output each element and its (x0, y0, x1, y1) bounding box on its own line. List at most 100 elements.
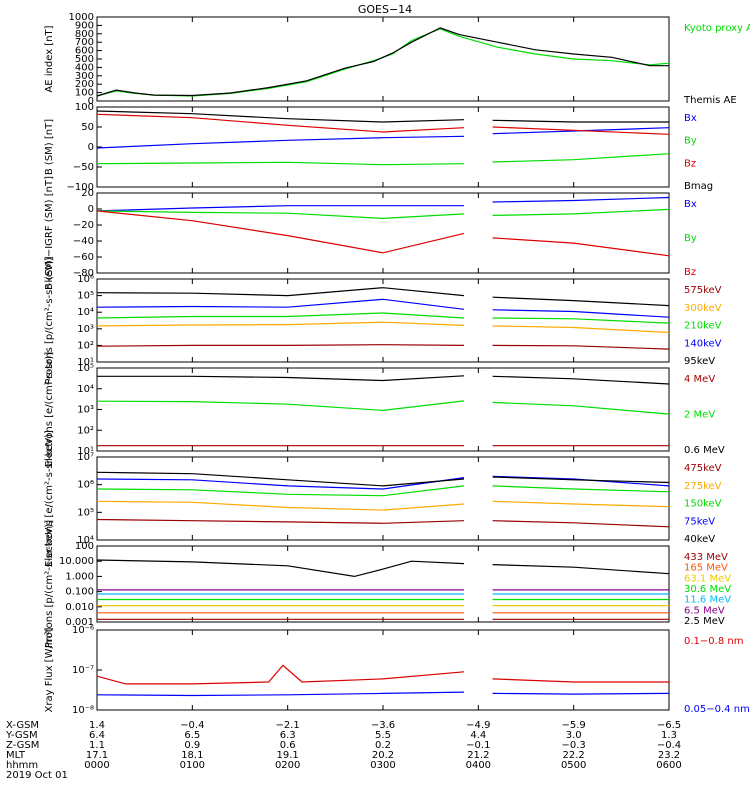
panel-frame-3 (96, 278, 670, 363)
y-tick-label-5-0: 10⁴ (77, 535, 94, 546)
series-line-0-0 (96, 28, 670, 97)
y-tick-label-0-2: 200 (75, 79, 94, 90)
legend-label-5-3: 75keV (684, 516, 715, 527)
y-tick-label-2-4: 0 (88, 204, 94, 215)
legend-label-1-2: Bz (684, 158, 696, 169)
legend-label-3-4: 95keV (684, 356, 715, 367)
y-tick-label-7-1: 10⁻⁷ (72, 665, 94, 676)
series-line-7-1-0 (96, 691, 465, 697)
series-line-4-2-1 (492, 375, 670, 385)
series-line-2-0-0 (96, 205, 464, 212)
y-tick-label-1-3: 50 (81, 122, 94, 133)
x-tick-label-z_gsm-4: −0.1 (466, 740, 490, 751)
series-line-3-3-0 (96, 298, 465, 310)
series-line-5-2-1 (492, 485, 670, 493)
x-tick-label-y_gsm-5: 3.0 (566, 730, 582, 741)
x-tick-label-mlt-6: 23.2 (658, 750, 680, 761)
series-line-2-0-1 (492, 196, 670, 203)
legend-label-6-3: 30.6 MeV (684, 584, 731, 595)
x-tick-label-y_gsm-1: 6.5 (184, 730, 200, 741)
y-tick-label-3-1: 10² (77, 340, 94, 351)
x-tick-label-z_gsm-6: −0.4 (657, 740, 681, 751)
series-line-3-2-1 (492, 317, 670, 324)
panel-frame-6 (96, 545, 670, 623)
y-tick-label-3-5: 10⁶ (77, 274, 94, 285)
series-line-4-2-0 (97, 375, 465, 382)
series-line-5-0-0 (96, 518, 465, 524)
legend-label-1-3: Bmag (684, 181, 713, 192)
legend-label-6-6: 2.5 MeV (684, 616, 725, 627)
x-tick-label-hhmm-2: 0200 (275, 760, 300, 771)
series-line-7-0-1 (492, 678, 669, 683)
series-line-3-1-0 (96, 321, 465, 327)
legend-label-0-0: Kyoto proxy AE (684, 23, 750, 34)
series-line-7-1-1 (492, 692, 670, 695)
y-axis-label-4: Electrons [e/(cm²-s-sr)] (44, 352, 55, 468)
y-tick-label-6-5: 100 (75, 541, 94, 552)
x-tick-label-mlt-4: 21.2 (467, 750, 489, 761)
series-line-3-3-1 (492, 309, 670, 318)
x-tick-label-z_gsm-5: −0.3 (562, 740, 586, 751)
y-tick-label-3-4: 10⁵ (77, 291, 94, 302)
y-tick-label-6-0: 0.001 (65, 617, 94, 628)
series-line-2-1-1 (492, 208, 670, 216)
legend-label-3-1: 300keV (684, 303, 722, 314)
legend-label-6-2: 63.1 MeV (684, 573, 731, 584)
series-line-5-1-0 (96, 500, 465, 511)
legend-label-1-1: By (684, 136, 697, 147)
series-line-2-2-0 (96, 210, 465, 254)
x-tick-label-hhmm-3: 0300 (370, 760, 395, 771)
y-tick-label-6-1: 0.010 (65, 602, 94, 613)
x-tick-label-y_gsm-2: 6.3 (280, 730, 296, 741)
panel-frame-2 (96, 192, 670, 274)
series-line-0-1 (96, 27, 669, 97)
legend-label-4-2: 0.6 MeV (684, 445, 725, 456)
y-tick-label-5-1: 10⁵ (77, 507, 94, 518)
x-tick-label-mlt-5: 22.2 (563, 750, 585, 761)
series-line-2-1-0 (96, 210, 465, 220)
legend-label-4-0: 4 MeV (684, 374, 715, 385)
y-tick-label-0-6: 600 (75, 46, 94, 57)
x-tick-label-mlt-1: 18.1 (181, 750, 203, 761)
y-axis-label-3: Protons [p/(cm²-s-sr-keV)] (44, 256, 55, 384)
y-tick-label-1-2: 0 (88, 142, 94, 153)
legend-label-1-0: Bx (684, 113, 697, 124)
x-tick-label-hhmm-4: 0400 (466, 760, 491, 771)
x-tick-label-x_gsm-3: −3.6 (371, 720, 395, 731)
legend-label-3-0: 575keV (684, 285, 722, 296)
x-tick-label-y_gsm-4: 4.4 (470, 730, 486, 741)
y-tick-label-4-3: 10⁴ (77, 384, 94, 395)
y-tick-label-0-8: 800 (75, 29, 94, 40)
legend-label-0-1: Themis AE (683, 95, 737, 106)
y-tick-label-2-0: −80 (73, 268, 94, 279)
y-tick-label-0-4: 400 (75, 62, 94, 73)
series-line-1-2-0 (96, 113, 465, 133)
x-tick-label-z_gsm-1: 0.9 (184, 740, 200, 751)
y-axis-label-6: Protons [p/(cm²-s-sr-keV)] (44, 520, 55, 648)
x-tick-label-y_gsm-3: 5.5 (375, 730, 391, 741)
series-line-3-1-1 (492, 325, 670, 334)
legend-label-2-2: Bz (684, 267, 696, 278)
y-tick-label-2-2: −40 (73, 236, 94, 247)
y-tick-label-6-4: 10.000 (59, 556, 94, 567)
series-line-5-3-1 (492, 475, 670, 487)
series-line-1-0-0 (96, 135, 465, 149)
y-tick-label-0-9: 900 (75, 20, 94, 31)
y-tick-label-5-2: 10⁶ (77, 480, 94, 491)
row-label-3: MLT (6, 750, 26, 761)
series-line-3-4-1 (492, 296, 670, 307)
x-tick-label-mlt-2: 19.1 (277, 750, 299, 761)
legend-label-6-5: 6.5 MeV (684, 605, 725, 616)
series-line-5-3-0 (96, 477, 465, 490)
y-tick-label-0-10: 1000 (69, 12, 94, 23)
legend-label-6-1: 165 MeV (684, 563, 728, 574)
legend-label-7-1: 0.05−0.4 nm (684, 704, 750, 715)
x-tick-label-hhmm-0: 0000 (84, 760, 109, 771)
x-tick-label-z_gsm-2: 0.6 (280, 740, 296, 751)
y-tick-label-4-1: 10² (77, 425, 94, 436)
x-tick-label-mlt-0: 17.1 (86, 750, 108, 761)
legend-label-2-0: Bx (684, 199, 697, 210)
y-axis-label-0: AE index [nT] (44, 25, 55, 92)
series-line-5-4-0 (96, 471, 465, 487)
